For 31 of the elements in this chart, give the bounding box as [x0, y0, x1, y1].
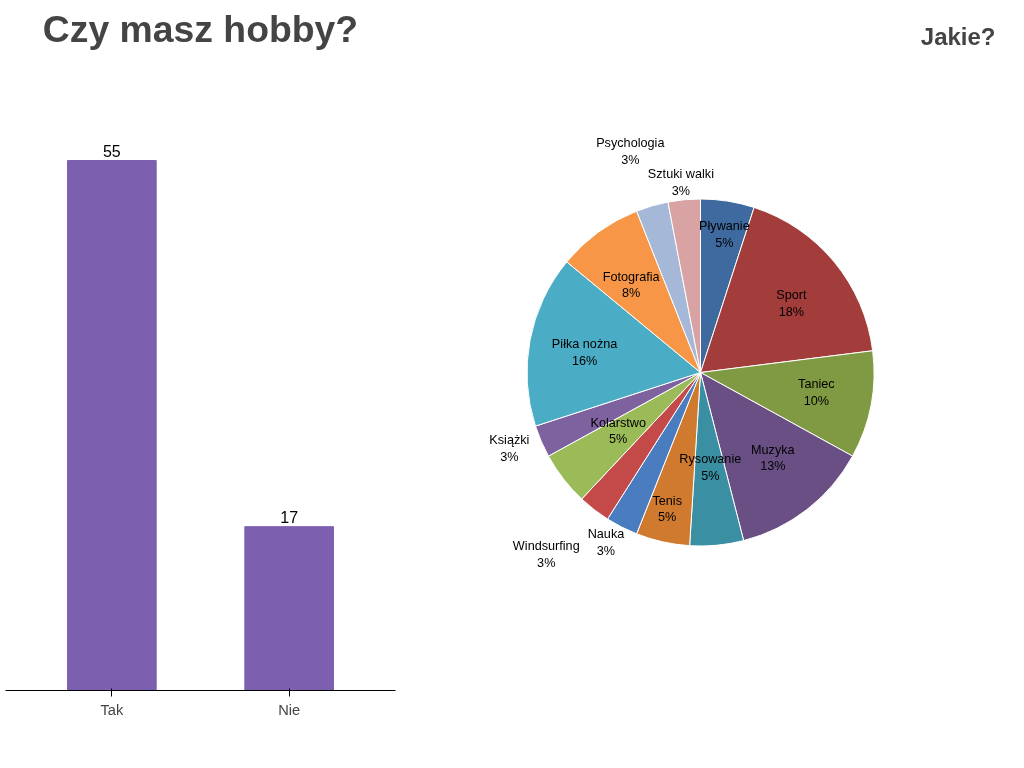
slice-label: Psychologia	[596, 135, 666, 150]
data-label: 18%	[778, 304, 805, 319]
text: Jakie?	[920, 22, 996, 50]
slice-label: Muzyka	[751, 442, 796, 457]
data-label: 17	[280, 508, 299, 526]
data-label: 5%	[658, 510, 677, 525]
data-label: 13%	[760, 459, 786, 474]
slice-label: Taniec	[798, 377, 835, 392]
slice-label: Tenis	[652, 493, 682, 508]
slice-label: Sztuki walki	[647, 167, 714, 182]
x-tick-label: Nie	[278, 701, 301, 718]
data-label: 5%	[715, 235, 734, 250]
data-label: 55	[102, 142, 121, 160]
data-label: 3%	[596, 543, 616, 558]
x-tick-label: Tak	[100, 701, 124, 718]
slice-label: Windsurfing	[512, 539, 580, 554]
slice-label: Piłka nożna	[551, 336, 619, 351]
slice-label: Książki	[489, 432, 530, 447]
data-label: 8%	[622, 286, 641, 301]
data-label: 16%	[571, 353, 598, 368]
data-label: 10%	[803, 394, 830, 409]
data-label: 3%	[621, 152, 640, 167]
data-label: 5%	[609, 432, 628, 447]
slice-label: Sport	[776, 288, 808, 303]
chart-title: Czy masz hobby?	[42, 7, 359, 50]
data-label: 3%	[671, 183, 691, 198]
slice-label: Nauka	[587, 527, 626, 542]
slice-label: Fotografia	[602, 269, 661, 284]
data-label: 3%	[500, 449, 519, 464]
data-label: 3%	[537, 556, 556, 571]
data-label: 5%	[701, 468, 720, 483]
